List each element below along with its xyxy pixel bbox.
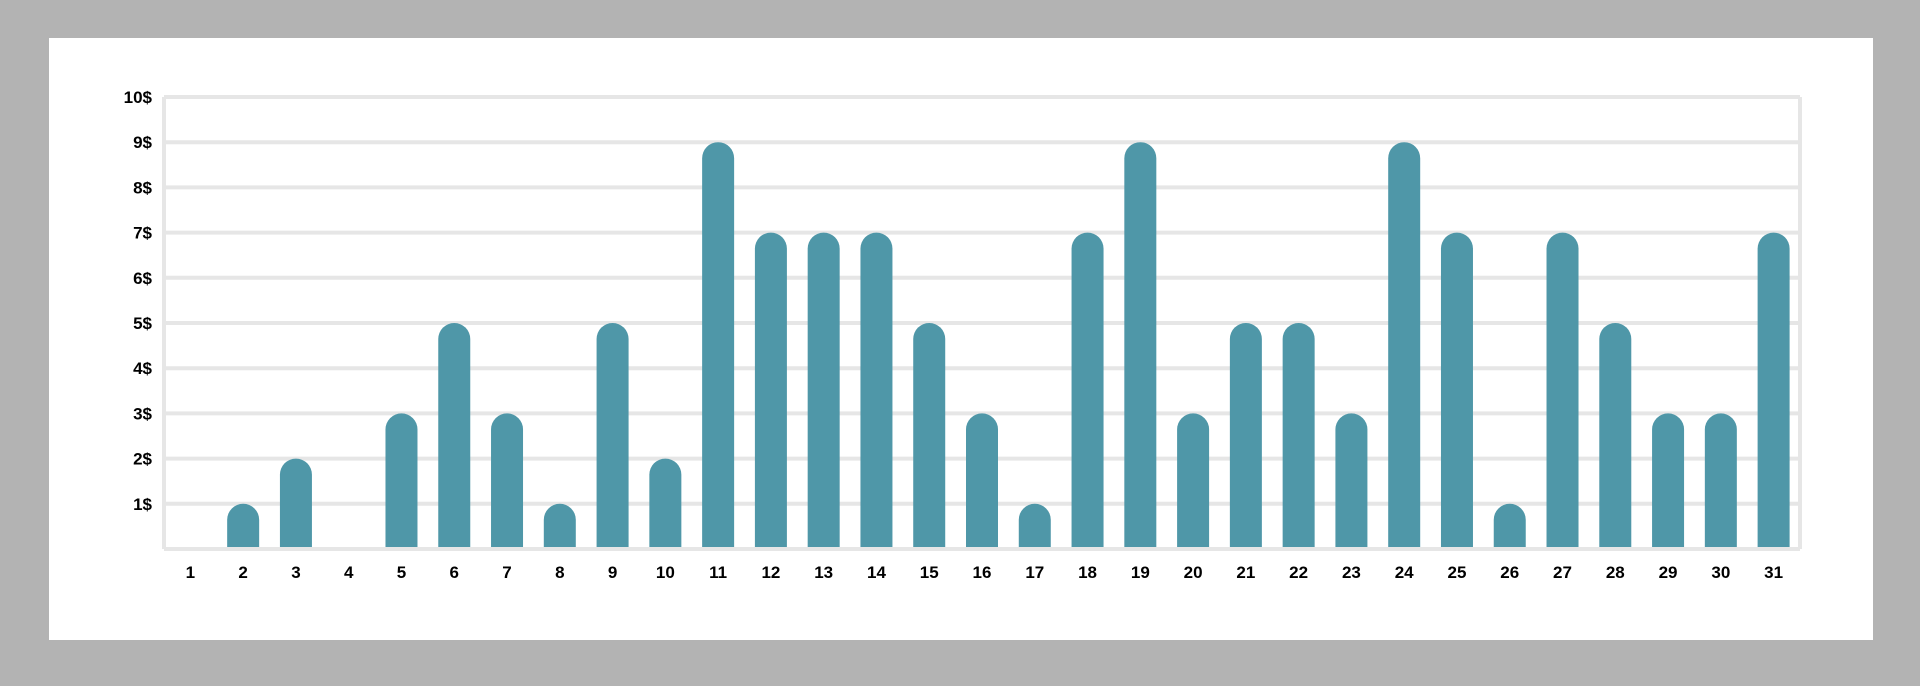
bar-31 (1757, 232, 1790, 547)
x-tick-label-17: 17 (1025, 563, 1044, 582)
x-tick-label-28: 28 (1606, 563, 1625, 582)
bar-18 (1071, 232, 1104, 547)
bar-25 (1440, 232, 1473, 547)
x-tick-label-12: 12 (761, 563, 780, 582)
y-tick-label-8: 8$ (133, 178, 152, 197)
y-tick-label-6: 6$ (133, 269, 152, 288)
bar-17 (1018, 503, 1051, 547)
bar-21 (1229, 323, 1262, 547)
x-tick-label-20: 20 (1184, 563, 1203, 582)
x-tick-label-8: 8 (555, 563, 564, 582)
bar-14 (860, 232, 893, 547)
bar-13 (807, 232, 840, 547)
grid-lines (162, 95, 1802, 551)
bar-24 (1388, 142, 1421, 547)
x-tick-label-27: 27 (1553, 563, 1572, 582)
x-tick-label-1: 1 (186, 563, 195, 582)
bar-3 (279, 458, 312, 547)
x-tick-label-4: 4 (344, 563, 354, 582)
bar-29 (1652, 413, 1685, 547)
x-tick-label-16: 16 (973, 563, 992, 582)
y-tick-label-9: 9$ (133, 133, 152, 152)
bar-chart: 1$2$3$4$5$6$7$8$9$10$ 1 2 3 4 5 6 7 8 9 10 11 12 13 1… (124, 88, 1802, 582)
x-tick-label-19: 19 (1131, 563, 1150, 582)
x-tick-label-7: 7 (502, 563, 511, 582)
x-tick-label-10: 10 (656, 563, 675, 582)
x-tick-label-2: 2 (238, 563, 247, 582)
bar-11 (702, 142, 735, 547)
x-tick-label-11: 11 (709, 563, 727, 582)
y-tick-label-1: 1$ (133, 495, 152, 514)
x-tick-label-13: 13 (814, 563, 833, 582)
bar-7 (491, 413, 524, 547)
x-tick-label-29: 29 (1659, 563, 1678, 582)
x-tick-label-23: 23 (1342, 563, 1361, 582)
bar-28 (1599, 323, 1632, 547)
chart-canvas: 1$ 2$ 3$ 4$ 5$ 6$ 7$ 8$ 9$ 10$ 1 2 3 4 5 6 7 8 9 10 11 12 13 1… (49, 38, 1873, 640)
bar-16 (966, 413, 998, 547)
x-tick-label-24: 24 (1395, 563, 1414, 582)
x-axis-tick-labels: 1 2 3 4 5 6 7 8 9 10 11 12 13 14 15 16 17 18 19 20 21 22 23 24 2… (186, 563, 1783, 582)
x-tick-label-21: 21 (1236, 563, 1255, 582)
x-tick-label-3: 3 (291, 563, 300, 582)
bar-2 (227, 503, 260, 547)
x-tick-label-14: 14 (867, 563, 886, 582)
bar-8 (543, 503, 576, 547)
y-tick-label-10: 10$ (124, 88, 153, 107)
bar-22 (1282, 323, 1315, 547)
x-tick-label-9: 9 (608, 563, 617, 582)
x-tick-label-31: 31 (1764, 563, 1783, 582)
x-tick-label-6: 6 (450, 563, 459, 582)
y-tick-label-5: 5$ (133, 314, 152, 333)
y-tick-label-7: 7$ (133, 224, 152, 243)
bar-27 (1546, 232, 1579, 547)
y-tick-label-3: 3$ (133, 404, 152, 423)
bar-30 (1704, 413, 1737, 547)
bar-26 (1493, 503, 1526, 547)
x-tick-label-5: 5 (397, 563, 406, 582)
bar-6 (438, 323, 471, 547)
bar-20 (1177, 413, 1210, 547)
x-tick-label-18: 18 (1078, 563, 1097, 582)
bar-9 (596, 323, 629, 547)
x-tick-label-30: 30 (1711, 563, 1730, 582)
x-tick-label-26: 26 (1500, 563, 1519, 582)
y-tick-label-4: 4$ (133, 359, 152, 378)
bar-12 (754, 232, 787, 547)
x-tick-label-25: 25 (1448, 563, 1467, 582)
bar-19 (1124, 142, 1157, 547)
x-tick-label-22: 22 (1289, 563, 1308, 582)
bar-10 (649, 458, 682, 547)
x-tick-label-15: 15 (920, 563, 939, 582)
bar-5 (385, 413, 418, 547)
bar-15 (913, 323, 946, 547)
y-tick-label-2: 2$ (133, 450, 152, 469)
bar-23 (1335, 413, 1368, 547)
y-axis-tick-labels: 1$ 2$ 3$ 4$ 5$ 6$ 7$ 8$ 9$ 10$ (124, 88, 153, 514)
bars (227, 142, 1790, 547)
